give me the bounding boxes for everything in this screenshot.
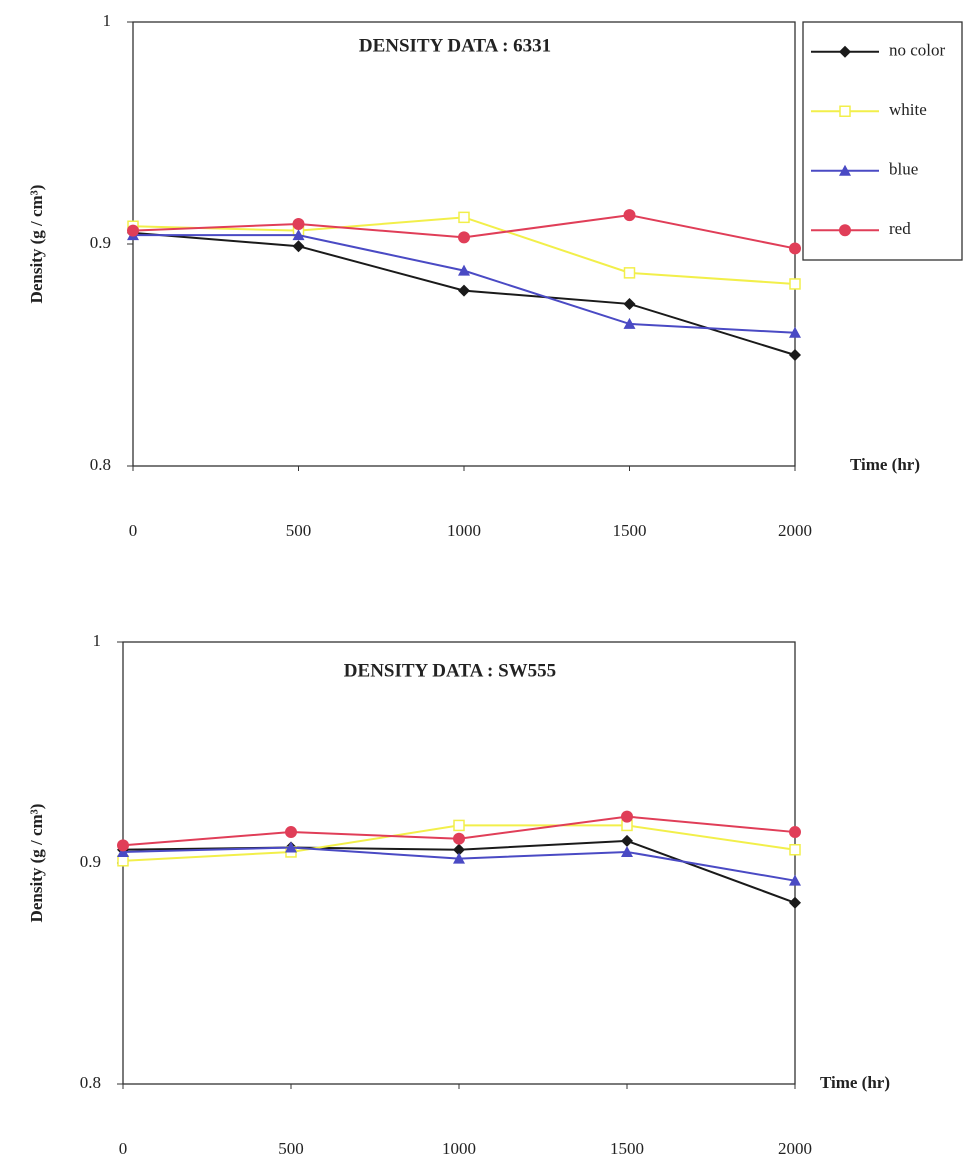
x-tick-label: 0 <box>129 521 138 540</box>
marker <box>118 856 128 866</box>
marker <box>621 811 633 823</box>
marker <box>453 833 465 845</box>
y-tick-label: 0.8 <box>80 1073 101 1092</box>
marker <box>840 106 850 116</box>
marker <box>625 268 635 278</box>
marker <box>789 897 801 909</box>
marker <box>621 835 633 847</box>
x-tick-label: 2000 <box>778 521 812 540</box>
x-tick-label: 1500 <box>610 1139 644 1158</box>
marker <box>790 845 800 855</box>
x-tick-label: 0 <box>119 1139 128 1158</box>
y-tick-label: 0.8 <box>90 455 111 474</box>
marker <box>789 349 801 361</box>
y-tick-label: 1 <box>93 631 102 650</box>
plot-area <box>133 22 795 466</box>
y-tick-label: 1 <box>103 11 112 30</box>
x-tick-label: 500 <box>286 521 312 540</box>
marker <box>117 839 129 851</box>
marker <box>789 242 801 254</box>
y-axis-label: Density (g / cm³) <box>27 185 46 304</box>
marker <box>459 212 469 222</box>
chart-title: DENSITY DATA : 6331 <box>359 35 551 56</box>
legend-label: red <box>889 219 911 238</box>
marker <box>285 826 297 838</box>
series-line <box>133 235 795 333</box>
y-tick-label: 0.9 <box>80 852 101 871</box>
marker <box>624 298 636 310</box>
marker <box>458 285 470 297</box>
marker <box>293 218 305 230</box>
marker <box>458 231 470 243</box>
legend-label: blue <box>889 160 918 179</box>
page: 0.80.910500100015002000DENSITY DATA : 63… <box>0 0 965 1169</box>
y-axis-label: Density (g / cm³) <box>27 804 46 923</box>
marker <box>839 224 851 236</box>
x-tick-label: 1500 <box>613 521 647 540</box>
x-tick-label: 1000 <box>442 1139 476 1158</box>
marker <box>789 826 801 838</box>
chart-title: DENSITY DATA : SW555 <box>344 660 556 681</box>
legend-label: white <box>889 100 927 119</box>
marker <box>293 240 305 252</box>
x-tick-label: 2000 <box>778 1139 812 1158</box>
y-tick-label: 0.9 <box>90 233 111 252</box>
legend-label: no color <box>889 41 946 60</box>
x-tick-label: 500 <box>278 1139 304 1158</box>
x-axis-label: Time (hr) <box>850 455 920 474</box>
x-tick-label: 1000 <box>447 521 481 540</box>
marker <box>790 279 800 289</box>
marker <box>127 225 139 237</box>
marker <box>454 820 464 830</box>
marker <box>624 209 636 221</box>
x-axis-label: Time (hr) <box>820 1073 890 1092</box>
